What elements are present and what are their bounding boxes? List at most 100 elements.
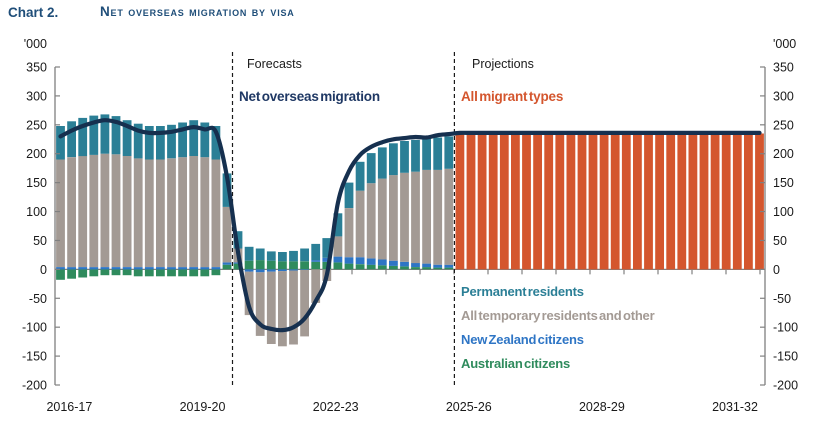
unit-label-left: '000 (24, 37, 47, 51)
y-tick-label-left: 200 (26, 147, 47, 161)
bar-segment-green (100, 269, 110, 276)
bar-segment-blue (200, 267, 210, 270)
y-tick-label-right: -200 (773, 379, 798, 393)
bar-segment-gray (389, 175, 398, 261)
bar-segment-blue (311, 260, 321, 262)
y-tick-label-right: 0 (773, 263, 780, 277)
bar-projection (677, 133, 687, 270)
bar-segment-teal (244, 246, 254, 261)
bar-segment-blue (422, 263, 431, 268)
bar-projection (511, 133, 520, 270)
bar-projection (577, 133, 587, 270)
y-tick-label-left: 50 (33, 234, 47, 248)
bar-segment-blue (144, 267, 154, 270)
bar-segment-gray (178, 157, 187, 268)
bar-segment-green (211, 269, 221, 276)
x-tick-label: 2019-20 (180, 400, 226, 414)
bar-segment-teal (344, 182, 354, 208)
bar-segment-green (389, 265, 398, 270)
y-tick-label-right: -100 (773, 321, 798, 335)
bar-projection (610, 133, 620, 270)
bar-segment-gray (111, 154, 121, 267)
bar-projection (522, 133, 531, 270)
bar-segment-blue (289, 269, 298, 271)
bar-segment-green (144, 269, 154, 277)
bar-segment-blue (122, 267, 132, 270)
bar-segment-green (67, 269, 76, 279)
bar-segment-blue (322, 257, 332, 262)
bar-segment-green (311, 261, 321, 270)
bar-segment-gray (411, 171, 420, 264)
net-overseas-migration-label: Net overseas migration (239, 89, 380, 104)
bar-segment-teal (211, 126, 221, 160)
bar-segment-gray (400, 172, 409, 262)
bar-segment-green (422, 267, 431, 270)
chart-title: Net overseas migration by visa (100, 4, 295, 19)
bar-segment-gray (144, 159, 154, 267)
bar-segment-blue (56, 267, 65, 270)
chart-number-label: Chart 2. (8, 5, 59, 20)
bar-segment-gray (100, 153, 110, 267)
legend-item-australian-citizens: Australian citizens (461, 356, 571, 371)
bar-segment-blue (178, 267, 187, 270)
bar-segment-green (344, 263, 354, 270)
bar-projection (499, 133, 509, 270)
bar-segment-teal (111, 116, 121, 155)
bar-segment-green (200, 269, 210, 277)
bar-segment-teal (366, 153, 376, 184)
bar-segment-teal (178, 122, 187, 158)
bar-projection (655, 133, 664, 270)
bar-segment-teal (133, 123, 143, 159)
bar-segment-gray (311, 269, 321, 303)
bar-projection (533, 133, 542, 270)
bar-segment-teal (122, 120, 132, 156)
bar-segment-teal (100, 114, 110, 154)
bar-segment-green (333, 262, 343, 270)
bar-segment-blue (244, 269, 254, 272)
bar-segment-gray (189, 156, 199, 267)
bar-segment-green (366, 264, 376, 270)
bar-segment-teal (289, 250, 298, 262)
unit-label-right: '000 (773, 37, 796, 51)
bar-segment-teal (333, 213, 343, 237)
bar-segment-green (444, 267, 454, 270)
bar-segment-gray (167, 158, 176, 268)
y-tick-label-left: 350 (26, 61, 47, 75)
bar-segment-blue (355, 257, 365, 265)
bar-projection (721, 133, 731, 270)
forecasts-label: Forecasts (247, 57, 302, 71)
bar-segment-gray (67, 157, 76, 268)
bar-segment-teal (300, 248, 309, 262)
y-tick-label-right: 200 (773, 147, 794, 161)
bar-segment-teal (222, 173, 232, 207)
bar-segment-blue (78, 267, 88, 270)
bar-segment-gray (300, 269, 309, 337)
bar-segment-green (167, 269, 176, 277)
bar-segment-gray (211, 159, 221, 267)
bar-projection (477, 133, 487, 270)
bar-projection (555, 133, 565, 270)
y-tick-label-right: 50 (773, 234, 787, 248)
x-tick-label: 2028-29 (579, 400, 625, 414)
bar-projection (755, 133, 764, 270)
bar-segment-blue (266, 269, 276, 272)
y-tick-label-left: 150 (26, 176, 47, 190)
bar-segment-teal (144, 126, 154, 160)
bar-segment-green (411, 267, 420, 270)
bar-segment-teal (422, 138, 431, 170)
bar-segment-blue (344, 257, 354, 264)
bar-projection (644, 133, 653, 270)
bar-segment-blue (377, 259, 387, 266)
bar-segment-gray (133, 158, 143, 268)
bar-segment-blue (333, 256, 343, 263)
bar-segment-teal (400, 141, 409, 173)
bar-segment-teal (389, 143, 398, 176)
bar-segment-gray (56, 159, 65, 267)
bar-segment-gray (344, 208, 354, 258)
bar-segment-green (178, 269, 187, 277)
bar-segment-teal (156, 126, 165, 160)
bar-segment-green (189, 269, 199, 277)
bar-segment-teal (167, 124, 176, 159)
bar-segment-teal (266, 251, 276, 261)
